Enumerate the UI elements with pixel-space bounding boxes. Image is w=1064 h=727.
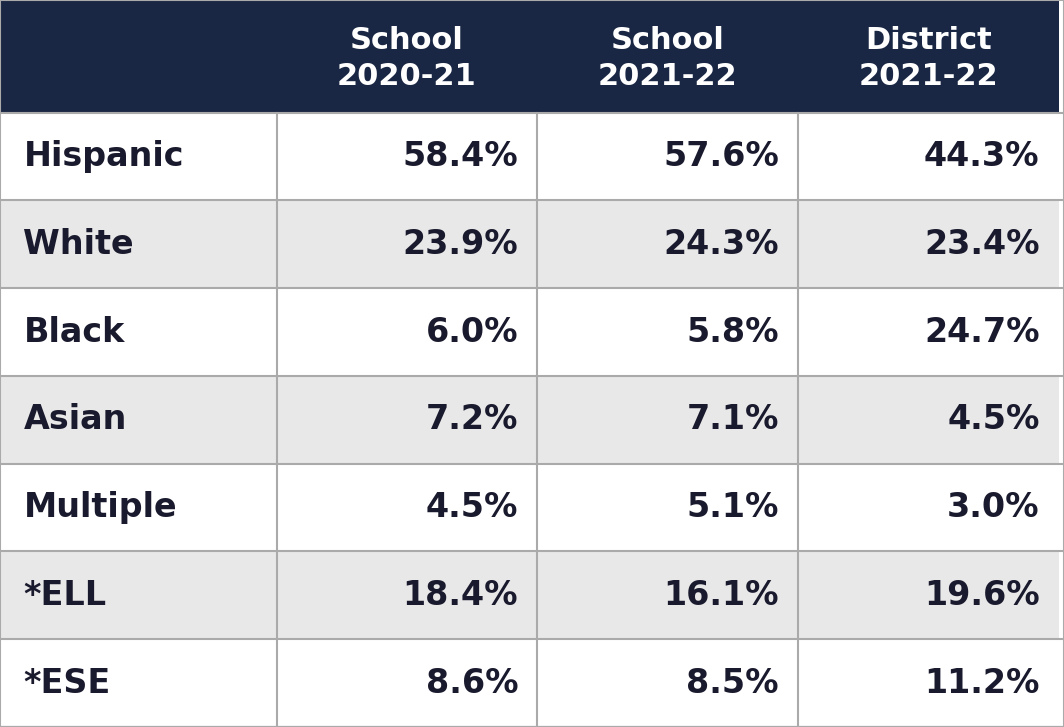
Bar — [798, 113, 1059, 201]
Text: 57.6%: 57.6% — [663, 140, 779, 173]
Text: 2021-22: 2021-22 — [598, 63, 737, 91]
Bar — [277, 288, 537, 376]
Bar — [537, 639, 798, 727]
Text: Multiple: Multiple — [23, 491, 177, 524]
Bar — [537, 113, 798, 201]
Text: 4.5%: 4.5% — [426, 491, 518, 524]
Text: 58.4%: 58.4% — [402, 140, 518, 173]
Text: 2020-21: 2020-21 — [337, 63, 477, 91]
Text: School: School — [611, 26, 725, 55]
Text: 3.0%: 3.0% — [947, 491, 1040, 524]
Bar — [0, 201, 277, 288]
Text: 16.1%: 16.1% — [663, 579, 779, 612]
Text: *ESE: *ESE — [23, 667, 111, 699]
Bar — [277, 0, 537, 113]
Text: 4.5%: 4.5% — [947, 403, 1040, 436]
Text: 24.7%: 24.7% — [924, 316, 1040, 348]
Text: 23.9%: 23.9% — [402, 228, 518, 261]
Text: Black: Black — [23, 316, 124, 348]
Bar — [798, 464, 1059, 552]
Text: 2021-22: 2021-22 — [859, 63, 998, 91]
Text: 44.3%: 44.3% — [924, 140, 1040, 173]
Bar — [277, 201, 537, 288]
Text: 6.0%: 6.0% — [426, 316, 518, 348]
Bar — [0, 376, 277, 464]
Bar — [537, 0, 798, 113]
Bar — [798, 639, 1059, 727]
Bar — [537, 201, 798, 288]
Text: District: District — [865, 26, 992, 55]
Bar — [798, 552, 1059, 639]
Bar — [798, 201, 1059, 288]
Text: 7.1%: 7.1% — [686, 403, 779, 436]
Bar — [537, 288, 798, 376]
Bar — [277, 639, 537, 727]
Bar — [537, 376, 798, 464]
Bar — [277, 552, 537, 639]
Bar — [0, 113, 277, 201]
Bar — [277, 376, 537, 464]
Text: School: School — [350, 26, 464, 55]
Text: *ELL: *ELL — [23, 579, 106, 612]
Bar — [0, 0, 277, 113]
Bar — [277, 113, 537, 201]
Bar — [0, 552, 277, 639]
Text: 5.8%: 5.8% — [686, 316, 779, 348]
Bar — [537, 464, 798, 552]
Text: White: White — [23, 228, 134, 261]
Text: 18.4%: 18.4% — [402, 579, 518, 612]
Bar — [798, 288, 1059, 376]
Text: 8.5%: 8.5% — [686, 667, 779, 699]
Text: 5.1%: 5.1% — [686, 491, 779, 524]
Bar — [798, 376, 1059, 464]
Text: 24.3%: 24.3% — [663, 228, 779, 261]
Bar — [0, 288, 277, 376]
Bar — [0, 639, 277, 727]
Bar — [0, 464, 277, 552]
Text: 23.4%: 23.4% — [924, 228, 1040, 261]
Text: 19.6%: 19.6% — [924, 579, 1040, 612]
Text: Hispanic: Hispanic — [23, 140, 184, 173]
Bar — [277, 464, 537, 552]
Bar — [537, 552, 798, 639]
Text: 11.2%: 11.2% — [925, 667, 1040, 699]
Bar — [798, 0, 1059, 113]
Text: 8.6%: 8.6% — [426, 667, 518, 699]
Text: 7.2%: 7.2% — [426, 403, 518, 436]
Text: Asian: Asian — [23, 403, 127, 436]
